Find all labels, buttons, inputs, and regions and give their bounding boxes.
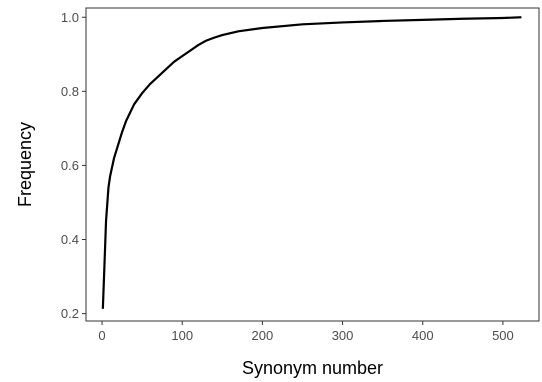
y-tick-label: 0.4: [61, 232, 79, 247]
x-tick-label: 100: [171, 328, 193, 343]
x-tick-label: 300: [332, 328, 354, 343]
x-axis-ticks: 0 100 200 300 400 500: [98, 321, 514, 343]
series-line-0: [101, 16, 522, 309]
x-tick-label: 0: [98, 328, 105, 343]
y-tick-label: 0.6: [61, 158, 79, 173]
y-tick-label: 0.8: [61, 84, 79, 99]
plot-panel-border: [85, 7, 540, 322]
x-axis-title: Synonym number: [242, 358, 383, 378]
x-tick-label: 200: [252, 328, 274, 343]
y-tick-label: 0.2: [61, 306, 79, 321]
y-axis-ticks: 0.2 0.4 0.6 0.8 1.0: [61, 10, 86, 321]
series-layer: [101, 16, 522, 309]
y-axis-title: Frequency: [15, 122, 35, 207]
x-tick-label: 500: [492, 328, 514, 343]
x-tick-label: 400: [412, 328, 434, 343]
y-tick-label: 1.0: [61, 10, 79, 25]
